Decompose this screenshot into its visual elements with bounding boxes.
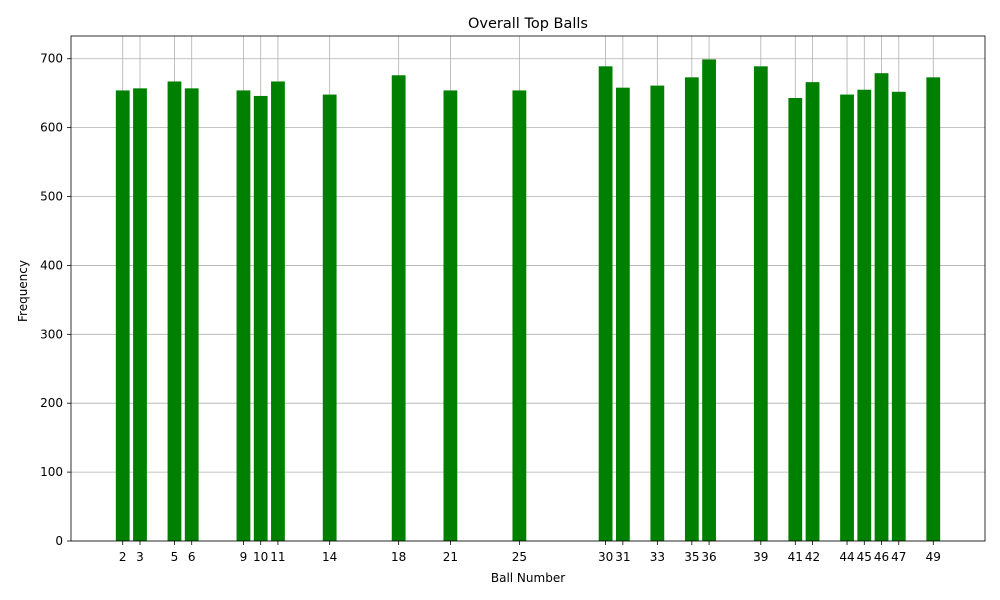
x-tick-label: 11 xyxy=(270,550,285,564)
x-tick-label: 31 xyxy=(615,550,630,564)
bar-ball-9 xyxy=(236,90,251,542)
bar-ball-35 xyxy=(684,77,699,541)
x-tick-label: 14 xyxy=(322,550,337,564)
bars xyxy=(115,59,941,542)
x-tick-label: 41 xyxy=(788,550,803,564)
x-tick-label: 3 xyxy=(136,550,144,564)
y-tick-label: 0 xyxy=(55,534,63,548)
bar-ball-21 xyxy=(443,90,458,542)
x-tick-label: 42 xyxy=(805,550,820,564)
x-tick-label: 30 xyxy=(598,550,613,564)
x-tick-label: 2 xyxy=(119,550,127,564)
x-axis-ticks: 2 3 5 6 9 10 11 14 18 21 25 30 31 33 35 36 39 41 42 44 45 46 4… xyxy=(119,541,941,564)
x-tick-label: 10 xyxy=(253,550,268,564)
bar-ball-44 xyxy=(840,94,854,542)
x-tick-label: 9 xyxy=(240,550,248,564)
bar-ball-33 xyxy=(650,85,665,541)
x-tick-label: 18 xyxy=(391,550,406,564)
bar-ball-18 xyxy=(391,75,406,541)
x-tick-label: 44 xyxy=(839,550,854,564)
bar-ball-49 xyxy=(926,77,941,541)
bar-ball-10 xyxy=(253,95,268,542)
bar-ball-5 xyxy=(167,81,182,541)
bar-ball-36 xyxy=(702,59,716,541)
chart-title: Overall Top Balls xyxy=(468,16,588,32)
x-tick-label: 21 xyxy=(443,550,458,564)
y-tick-label: 500 xyxy=(40,190,63,204)
y-tick-label: 100 xyxy=(40,465,63,479)
y-axis-label: Frequency xyxy=(16,260,30,322)
x-tick-label: 25 xyxy=(512,550,527,564)
y-tick-label: 200 xyxy=(40,396,63,410)
y-axis-ticks: 0 100 200 300 400 500 600 700 xyxy=(40,52,71,548)
bar-ball-11 xyxy=(271,81,285,541)
bar-ball-6 xyxy=(184,88,199,541)
x-tick-label: 36 xyxy=(701,550,716,564)
x-tick-label: 49 xyxy=(926,550,941,564)
bar-ball-45 xyxy=(857,89,872,541)
x-tick-label: 39 xyxy=(753,550,768,564)
bar-ball-41 xyxy=(788,98,803,541)
bar-ball-25 xyxy=(512,90,527,542)
bar-ball-31 xyxy=(615,87,630,542)
bar-ball-2 xyxy=(115,90,130,542)
plot-frame xyxy=(70,35,986,542)
x-tick-label: 6 xyxy=(188,550,196,564)
bar-ball-30 xyxy=(598,66,613,541)
axes xyxy=(70,35,986,542)
bar-ball-46 xyxy=(874,73,889,541)
y-tick-label: 300 xyxy=(40,327,63,341)
bar-ball-47 xyxy=(891,91,906,542)
x-tick-label: 35 xyxy=(684,550,699,564)
y-tick-label: 600 xyxy=(40,121,63,135)
x-tick-label: 5 xyxy=(171,550,179,564)
bar-ball-39 xyxy=(753,66,768,541)
bar-ball-3 xyxy=(133,88,147,541)
x-tick-label: 33 xyxy=(650,550,665,564)
y-tick-label: 700 xyxy=(40,52,63,66)
bar-ball-42 xyxy=(805,82,820,542)
x-tick-label: 46 xyxy=(874,550,889,564)
x-axis-label: Ball Number xyxy=(491,571,565,585)
y-tick-label: 400 xyxy=(40,258,63,272)
x-tick-label: 45 xyxy=(857,550,872,564)
x-tick-label: 47 xyxy=(891,550,906,564)
bar-ball-14 xyxy=(322,94,337,542)
